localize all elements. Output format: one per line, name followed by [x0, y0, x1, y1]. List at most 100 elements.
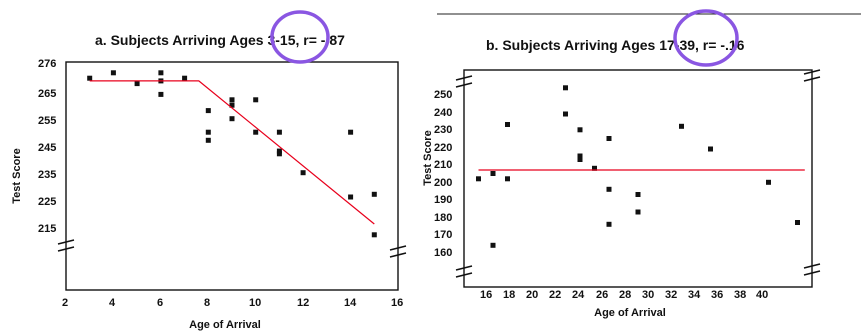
- x-tick-label: 2: [62, 297, 68, 309]
- data-point: [490, 171, 496, 176]
- data-point: [766, 179, 771, 185]
- y-tick-label: 250: [434, 89, 452, 101]
- plot-frame-a: [65, 61, 399, 291]
- chart-panel-a: a. Subjects Arriving Ages 3-15, r= -.87 …: [11, 10, 407, 331]
- chart-panel-b: b. Subjects Arriving Ages 17-39, r= -.16…: [422, 9, 821, 319]
- data-point: [577, 157, 583, 162]
- data-point: [371, 232, 377, 238]
- chart-title-b: b. Subjects Arriving Ages 17-39, r= -.16: [486, 37, 745, 53]
- data-point: [110, 70, 116, 76]
- data-point: [205, 137, 211, 143]
- data-point: [490, 242, 496, 248]
- data-point: [348, 194, 354, 200]
- y-tick-labels-b: 250 240 230 220 210 200 190 180 170 160: [434, 89, 452, 259]
- data-point: [348, 129, 354, 135]
- data-point: [505, 122, 510, 127]
- y-tick-label: 210: [434, 159, 452, 171]
- x-tick-label: 32: [665, 289, 677, 301]
- x-tick-label: 20: [526, 289, 538, 301]
- x-tick-label: 40: [756, 289, 768, 301]
- data-point: [276, 129, 282, 135]
- y-axis-label-a: Test Score: [11, 148, 23, 203]
- x-tick-label: 28: [619, 289, 631, 301]
- highlight-circle-b: [673, 9, 739, 67]
- data-point: [300, 170, 306, 176]
- data-point: [134, 81, 140, 87]
- chart-title-a: a. Subjects Arriving Ages 3-15, r= -.87: [95, 32, 345, 48]
- plot-frame-b: [463, 69, 813, 288]
- data-point: [253, 97, 259, 103]
- data-point: [606, 221, 612, 227]
- x-tick-label: 24: [572, 289, 585, 301]
- data-point: [229, 97, 235, 103]
- y-tick-labels-a: 276 265 255 245 235 225 215: [38, 58, 56, 235]
- x-tick-label: 14: [344, 297, 357, 309]
- data-points-a: [87, 70, 377, 238]
- highlight-circle-a: [270, 10, 330, 64]
- x-tick-label: 16: [480, 289, 492, 301]
- axis-break-marks-b: [455, 69, 821, 278]
- data-point: [577, 127, 583, 133]
- x-tick-label: 16: [391, 297, 403, 309]
- data-point: [229, 102, 235, 108]
- data-point: [592, 165, 597, 171]
- x-tick-labels-a: 2 4 6 8 10 12 14 16: [62, 297, 403, 309]
- y-tick-label: 170: [434, 229, 452, 241]
- data-point: [205, 108, 211, 114]
- x-tick-label: 36: [711, 289, 723, 301]
- data-point: [276, 151, 282, 157]
- x-tick-label: 26: [596, 289, 608, 301]
- x-tick-label: 4: [109, 297, 116, 309]
- data-point: [276, 148, 282, 154]
- y-tick-label: 230: [434, 124, 452, 136]
- x-tick-label: 18: [503, 289, 515, 301]
- data-point: [87, 75, 93, 81]
- data-point: [606, 136, 612, 141]
- data-point: [679, 123, 684, 129]
- axis-break-marks-a: [57, 239, 407, 258]
- y-tick-label: 215: [38, 223, 56, 235]
- x-tick-labels-b: 16 18 20 22 24 26 28 30 32 34 36 38 40: [480, 289, 768, 301]
- data-point: [371, 191, 377, 197]
- data-point: [229, 116, 235, 122]
- data-point: [563, 85, 568, 91]
- data-point: [205, 129, 211, 135]
- y-axis-label-b: Test Score: [422, 130, 434, 185]
- x-tick-label: 10: [249, 297, 261, 309]
- y-tick-label: 276: [38, 58, 56, 70]
- data-points-b: [476, 85, 800, 248]
- y-tick-label: 245: [38, 142, 56, 154]
- y-tick-label: 240: [434, 107, 452, 119]
- y-tick-label: 200: [434, 177, 452, 189]
- x-tick-label: 8: [204, 297, 210, 309]
- x-tick-label: 22: [549, 289, 561, 301]
- data-point: [606, 186, 612, 192]
- y-tick-label: 190: [434, 194, 452, 206]
- data-point: [158, 91, 164, 97]
- x-axis-label-a: Age of Arrival: [189, 319, 261, 331]
- data-point: [476, 176, 481, 182]
- x-tick-label: 6: [157, 297, 163, 309]
- x-tick-label: 30: [642, 289, 654, 301]
- data-point: [505, 176, 510, 182]
- data-point: [182, 75, 188, 81]
- data-point: [635, 209, 641, 215]
- y-tick-label: 265: [38, 88, 56, 100]
- y-tick-label: 255: [38, 115, 56, 127]
- y-tick-label: 235: [38, 169, 56, 181]
- data-point: [563, 111, 568, 117]
- data-point: [795, 220, 800, 225]
- x-tick-label: 34: [688, 289, 701, 301]
- y-tick-label: 220: [434, 142, 452, 154]
- y-tick-label: 225: [38, 196, 56, 208]
- data-point: [253, 129, 259, 135]
- data-point: [708, 146, 713, 152]
- y-tick-label: 180: [434, 212, 452, 224]
- data-point: [158, 70, 164, 76]
- data-point: [577, 153, 583, 159]
- x-tick-label: 12: [297, 297, 309, 309]
- data-point: [635, 192, 641, 197]
- y-tick-label: 160: [434, 247, 452, 259]
- x-axis-label-b: Age of Arrival: [594, 307, 666, 319]
